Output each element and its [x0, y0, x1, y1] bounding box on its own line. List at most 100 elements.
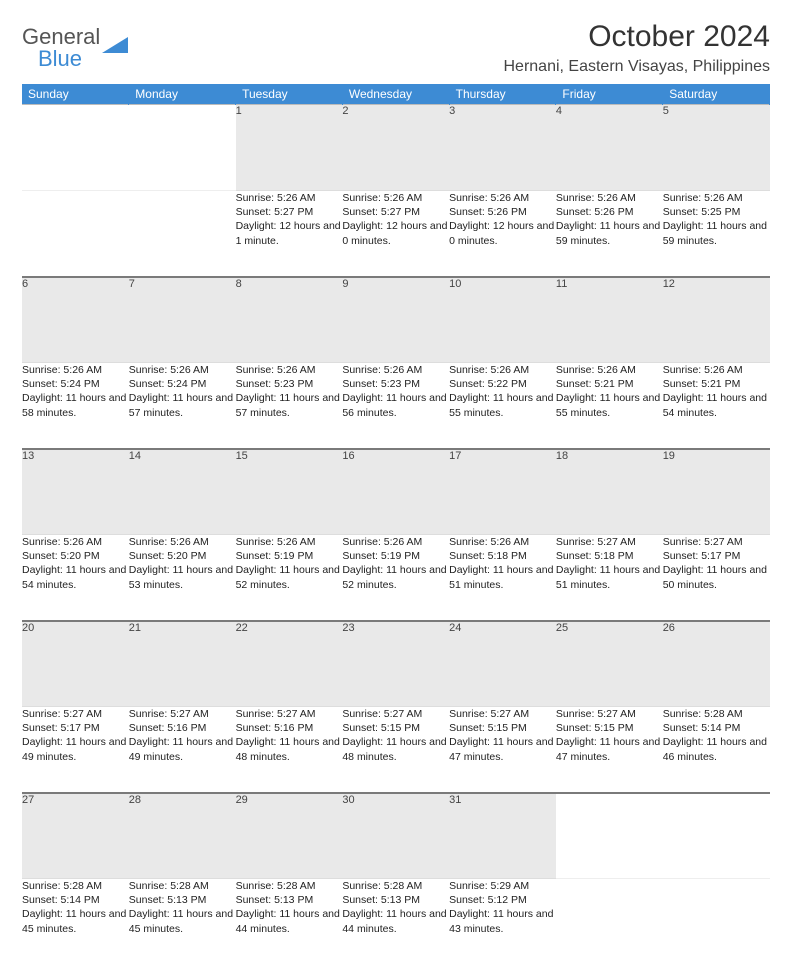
dow-header: Sunday — [22, 84, 129, 105]
sunrise-line: Sunrise: 5:27 AM — [556, 708, 636, 720]
day-content-cell: Sunrise: 5:26 AMSunset: 5:19 PMDaylight:… — [342, 535, 449, 621]
day-number-cell: 24 — [449, 621, 556, 707]
day-content-cell: Sunrise: 5:26 AM Sunset: 5:22 PM Daylight:… — [449, 363, 556, 449]
sunset-line: Sunset: 5:26 PM — [449, 206, 527, 218]
daynum-row: 12345 — [22, 105, 770, 191]
content-row: Sunrise: 5:26 AMSunset: 5:24 PMDaylight:… — [22, 363, 770, 449]
sunrise-line: Sunrise: 5:26 AM — [449, 364, 529, 376]
daylight-line: Daylight: 11 hours and 48 minutes. — [342, 736, 446, 762]
location-text: Hernani, Eastern Visayas, Philippines — [503, 58, 770, 76]
dow-header: Friday — [556, 84, 663, 105]
daylight-line: Daylight: 11 hours and 52 minutes. — [236, 564, 340, 590]
sunset-line: Sunset: 5:17 PM — [22, 722, 100, 734]
sunset-line: Sunset: 5:27 PM — [342, 206, 420, 218]
sunrise-line: Sunrise: 5:26 AM — [556, 364, 636, 376]
day-content-cell: Sunrise: 5:29 AMSunset: 5:12 PMDaylight:… — [449, 879, 556, 965]
day-content-cell: Sunrise: 5:26 AM Sunset: 5:27 PM Daylight:… — [342, 191, 449, 277]
daynum-row: 6789101112 — [22, 277, 770, 363]
day-content-cell: Sunrise: 5:27 AMSunset: 5:18 PMDaylight:… — [556, 535, 663, 621]
sunrise-line: Sunrise: 5:29 AM — [449, 880, 529, 892]
day-content-cell: Sunrise: 5:26 AMSunset: 5:23 PMDaylight:… — [342, 363, 449, 449]
sunrise-line: Sunrise: 5:26 AM — [342, 536, 422, 548]
sunrise-line: Sunrise: 5:26 AM — [449, 536, 529, 548]
sunset-line: Sunset: 5:23 PM — [236, 378, 314, 390]
daylight-line: Daylight: 11 hours and 57 minutes. — [129, 392, 233, 418]
sunrise-line: Sunrise: 5:27 AM — [236, 708, 316, 720]
daylight-line: Daylight: 11 hours and 56 minutes. — [342, 392, 446, 418]
daylight-line: Daylight: 11 hours and 47 minutes. — [449, 736, 553, 762]
day-content-cell — [22, 191, 129, 277]
brand-triangle-icon — [102, 35, 130, 57]
sunset-line: Sunset: 5:17 PM — [663, 550, 741, 562]
day-number-cell: 11 — [556, 277, 663, 363]
sunrise-line: Sunrise: 5:27 AM — [129, 708, 209, 720]
day-number-cell: 13 — [22, 449, 129, 535]
day-content-cell: Sunrise: 5:26 AMSunset: 5:26 PMDaylight:… — [449, 191, 556, 277]
day-number-cell: 29 — [236, 793, 343, 879]
sunrise-line: Sunrise: 5:26 AM — [129, 364, 209, 376]
title-block: October 2024 Hernani, Eastern Visayas, P… — [503, 20, 770, 76]
day-number-cell: 28 — [129, 793, 236, 879]
sunset-line: Sunset: 5:14 PM — [22, 894, 100, 906]
daylight-line: Daylight: 11 hours and 53 minutes. — [129, 564, 233, 590]
daylight-line: Daylight: 12 hours and 1 minute. — [236, 220, 341, 246]
sunrise-line: Sunrise: 5:26 AM — [342, 192, 422, 204]
sunset-line: Sunset: 5:14 PM — [663, 722, 741, 734]
day-number-cell: 27 — [22, 793, 129, 879]
sunrise-line: Sunrise: 5:26 AM — [236, 192, 316, 204]
daylight-line: Daylight: 12 hours and 0 minutes. — [342, 220, 447, 246]
sunset-line: Sunset: 5:22 PM — [449, 378, 527, 390]
daylight-line: Daylight: 11 hours and 54 minutes. — [663, 392, 767, 418]
sunset-line: Sunset: 5:20 PM — [22, 550, 100, 562]
day-number-cell: 20 — [22, 621, 129, 707]
day-number-cell — [129, 105, 236, 191]
daylight-line: Daylight: 11 hours and 50 minutes. — [663, 564, 767, 590]
day-content-cell: Sunrise: 5:27 AMSunset: 5:17 PMDaylight:… — [663, 535, 770, 621]
daylight-line: Daylight: 11 hours and 47 minutes. — [556, 736, 660, 762]
day-content-cell: Sunrise: 5:26 AMSunset: 5:25 PMDaylight:… — [663, 191, 770, 277]
brand-text: General Blue — [22, 26, 100, 70]
daylight-line: Daylight: 11 hours and 54 minutes. — [22, 564, 126, 590]
day-number-cell: 5 — [663, 105, 770, 191]
day-content-cell: Sunrise: 5:26 AMSunset: 5:26 PMDaylight:… — [556, 191, 663, 277]
day-number-cell: 12 — [663, 277, 770, 363]
day-content-cell: Sunrise: 5:27 AMSunset: 5:16 PMDaylight:… — [129, 707, 236, 793]
sunrise-line: Sunrise: 5:28 AM — [129, 880, 209, 892]
day-content-cell: Sunrise: 5:28 AMSunset: 5:13 PMDaylight:… — [342, 879, 449, 965]
daylight-line: Daylight: 11 hours and 48 minutes. — [236, 736, 340, 762]
sunrise-line: Sunrise: 5:27 AM — [449, 708, 529, 720]
sunrise-line: Sunrise: 5:27 AM — [556, 536, 636, 548]
day-number-cell: 22 — [236, 621, 343, 707]
sunset-line: Sunset: 5:16 PM — [129, 722, 207, 734]
day-number-cell: 26 — [663, 621, 770, 707]
daylight-line: Daylight: 11 hours and 55 minutes. — [556, 392, 660, 418]
day-content-cell: Sunrise: 5:26 AMSunset: 5:21 PMDaylight:… — [556, 363, 663, 449]
day-number-cell: 8 — [236, 277, 343, 363]
daynum-row: 20212223242526 — [22, 621, 770, 707]
month-title: October 2024 — [503, 20, 770, 54]
daylight-line: Daylight: 12 hours and 0 minutes. — [449, 220, 554, 246]
sunrise-line: Sunrise: 5:26 AM — [22, 536, 102, 548]
sunset-line: Sunset: 5:19 PM — [342, 550, 420, 562]
day-content-cell: Sunrise: 5:26 AMSunset: 5:19 PMDaylight:… — [236, 535, 343, 621]
sunset-line: Sunset: 5:15 PM — [449, 722, 527, 734]
sunset-line: Sunset: 5:23 PM — [342, 378, 420, 390]
day-number-cell: 16 — [342, 449, 449, 535]
daylight-line: Daylight: 11 hours and 59 minutes. — [556, 220, 660, 246]
day-content-cell: Sunrise: 5:28 AMSunset: 5:13 PMDaylight:… — [236, 879, 343, 965]
day-content-cell: Sunrise: 5:26 AMSunset: 5:24 PMDaylight:… — [22, 363, 129, 449]
day-number-cell: 14 — [129, 449, 236, 535]
day-number-cell: 18 — [556, 449, 663, 535]
content-row: Sunrise: 5:27 AM Sunset: 5:17 PM Daylight:… — [22, 707, 770, 793]
daylight-line: Daylight: 11 hours and 51 minutes. — [556, 564, 660, 590]
daylight-line: Daylight: 11 hours and 59 minutes. — [663, 220, 767, 246]
day-content-cell: Sunrise: 5:26 AM Sunset: 5:27 PM Daylight:… — [236, 191, 343, 277]
dow-header: Tuesday — [236, 84, 343, 105]
sunset-line: Sunset: 5:13 PM — [342, 894, 420, 906]
sunset-line: Sunset: 5:27 PM — [236, 206, 314, 218]
sunset-line: Sunset: 5:19 PM — [236, 550, 314, 562]
dow-header: Saturday — [663, 84, 770, 105]
day-content-cell: Sunrise: 5:28 AMSunset: 5:14 PMDaylight:… — [663, 707, 770, 793]
daylight-line: Daylight: 11 hours and 55 minutes. — [449, 392, 553, 418]
day-content-cell: Sunrise: 5:26 AMSunset: 5:24 PMDaylight:… — [129, 363, 236, 449]
